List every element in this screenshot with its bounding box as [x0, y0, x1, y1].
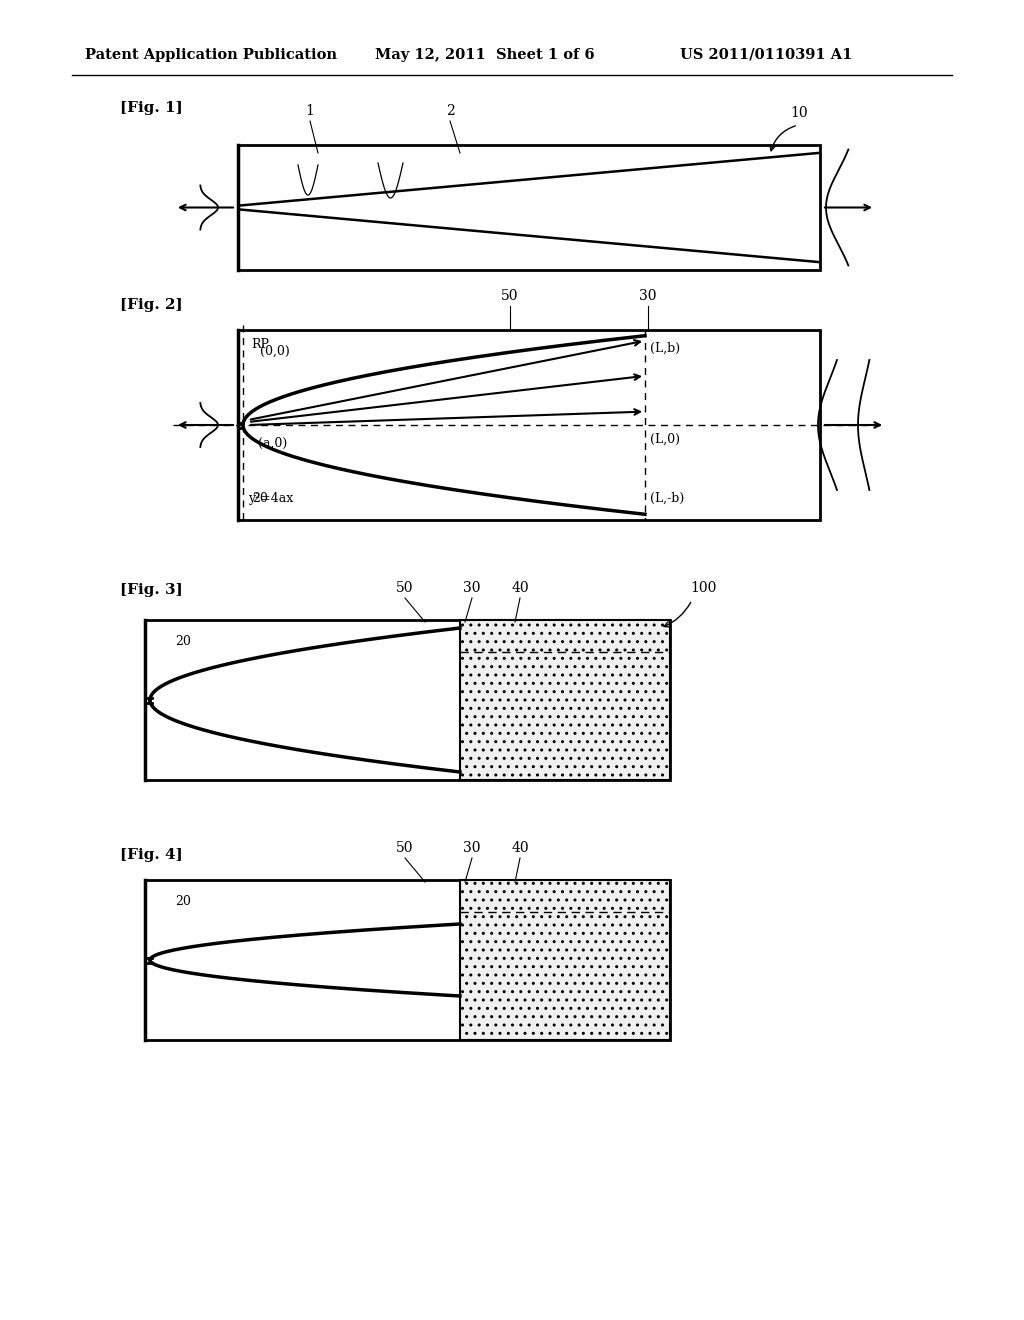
- Text: (0,0): (0,0): [260, 345, 290, 358]
- Text: 30: 30: [463, 841, 480, 855]
- Text: 50: 50: [396, 841, 414, 855]
- Text: 40: 40: [511, 841, 528, 855]
- Text: May 12, 2011  Sheet 1 of 6: May 12, 2011 Sheet 1 of 6: [375, 48, 595, 62]
- Text: (L,0): (L,0): [650, 433, 680, 446]
- Text: Patent Application Publication: Patent Application Publication: [85, 48, 337, 62]
- Bar: [460, 880, 670, 1040]
- Text: 50: 50: [396, 581, 414, 595]
- Text: y²=4ax: y²=4ax: [248, 492, 293, 506]
- Text: [Fig. 1]: [Fig. 1]: [120, 102, 182, 115]
- Text: (L,b): (L,b): [650, 342, 680, 355]
- Bar: [238, 330, 820, 520]
- Text: RP: RP: [251, 338, 269, 351]
- Text: 1: 1: [305, 104, 314, 117]
- Bar: [145, 880, 670, 1040]
- Text: 2: 2: [445, 104, 455, 117]
- Text: 30: 30: [639, 289, 656, 304]
- Text: (L,-b): (L,-b): [650, 492, 684, 506]
- Text: [Fig. 4]: [Fig. 4]: [120, 847, 182, 862]
- Text: 20: 20: [175, 635, 190, 648]
- Text: 10: 10: [790, 106, 808, 120]
- Text: 30: 30: [463, 581, 480, 595]
- Bar: [460, 620, 670, 780]
- Text: 100: 100: [690, 581, 717, 595]
- Text: [Fig. 3]: [Fig. 3]: [120, 583, 182, 597]
- Text: 20: 20: [252, 492, 268, 506]
- Text: (a,0): (a,0): [258, 437, 288, 450]
- Text: 50: 50: [502, 289, 519, 304]
- Text: 40: 40: [511, 581, 528, 595]
- Bar: [145, 620, 670, 780]
- Text: US 2011/0110391 A1: US 2011/0110391 A1: [680, 48, 852, 62]
- Text: [Fig. 2]: [Fig. 2]: [120, 298, 182, 312]
- Bar: [238, 145, 820, 271]
- Text: 20: 20: [175, 895, 190, 908]
